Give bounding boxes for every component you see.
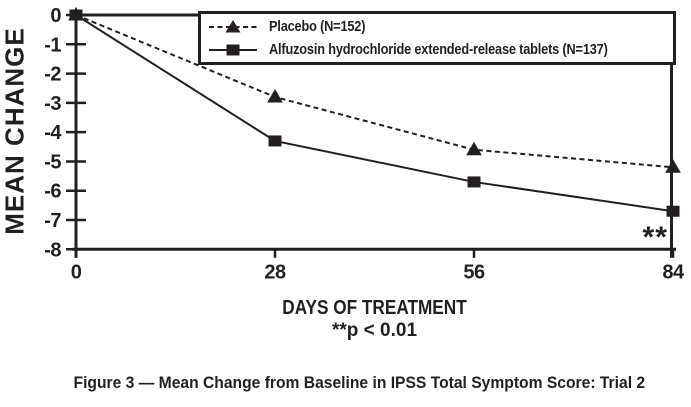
solid-line-square-marker-icon: [209, 44, 257, 55]
x-axis-title: DAYS OF TREATMENT: [282, 297, 467, 319]
y-tick-label: -5: [44, 151, 61, 173]
x-tick-label: 0: [71, 261, 82, 283]
y-tick-label: -8: [44, 239, 61, 261]
triangle-marker: [267, 89, 283, 103]
y-tick-label: -2: [44, 64, 61, 86]
x-tick-label: 28: [264, 261, 286, 283]
legend-label-alfuzosin: Alfuzosin hydrochloride extended-release…: [269, 41, 608, 58]
x-tick-label: 56: [463, 261, 485, 283]
legend-box: Placebo (N=152) Alfuzosin hydrochloride …: [198, 11, 676, 65]
dashed-line-triangle-marker-icon: [209, 19, 257, 32]
significance-stars-annotation: **: [642, 220, 668, 254]
y-axis-title: MEAN CHANGE: [0, 27, 30, 235]
y-tick-label: -4: [44, 122, 62, 144]
y-tick-label: -1: [44, 34, 61, 56]
y-tick-label: -7: [44, 210, 61, 232]
square-marker: [69, 9, 83, 21]
legend-item-placebo: Placebo (N=152): [209, 16, 673, 38]
square-marker: [268, 135, 282, 147]
triangle-marker: [665, 159, 681, 173]
y-tick-label: -3: [44, 93, 61, 115]
y-tick-label: 0: [50, 5, 61, 27]
square-marker: [467, 176, 481, 188]
figure-caption: Figure 3 — Mean Change from Baseline in …: [73, 373, 646, 392]
legend-item-alfuzosin: Alfuzosin hydrochloride extended-release…: [209, 39, 673, 61]
y-tick-label: -6: [44, 181, 61, 203]
series-line-solid: [75, 14, 674, 213]
triangle-marker: [466, 141, 482, 156]
series-line-dashed: [75, 14, 674, 169]
legend-label-placebo: Placebo (N=152): [269, 18, 366, 35]
p-value-footnote: **p < 0.01: [331, 320, 418, 341]
x-tick-label: 84: [662, 261, 685, 283]
square-marker: [666, 205, 680, 217]
